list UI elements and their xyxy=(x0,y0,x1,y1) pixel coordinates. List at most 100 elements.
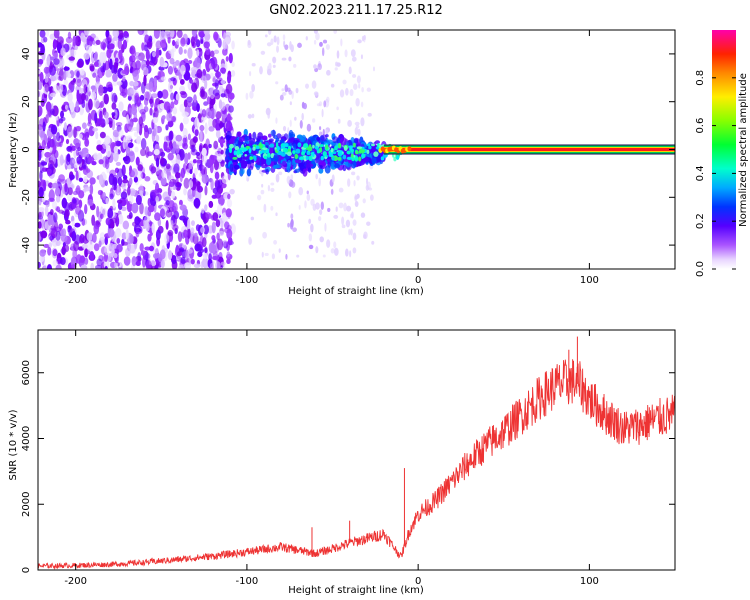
heatmap-cell xyxy=(204,185,208,196)
heatmap-cell xyxy=(234,138,239,146)
heatmap-cell xyxy=(38,149,42,162)
heatmap-cell xyxy=(199,248,205,253)
heatmap-cell xyxy=(190,227,195,235)
heatmap-cell xyxy=(270,205,274,211)
heatmap-cell xyxy=(281,88,285,92)
heatmap-cell xyxy=(296,254,300,258)
heatmap-cell xyxy=(179,199,183,206)
heatmap-cell xyxy=(38,105,43,117)
heatmap-cell xyxy=(152,127,157,137)
heatmap-cell xyxy=(95,39,101,45)
heatmap-cell xyxy=(172,106,178,115)
heatmap-cell xyxy=(349,250,352,258)
heatmap-cell xyxy=(161,169,167,179)
heatmap-cell xyxy=(84,204,88,215)
heatmap-cell xyxy=(93,61,99,67)
heatmap-cell xyxy=(372,66,375,72)
heatmap-cell xyxy=(153,77,158,87)
heatmap-cell xyxy=(126,214,132,219)
heatmap-cell xyxy=(135,194,142,206)
heatmap-cell xyxy=(75,142,81,150)
y-tick-label: 6000 xyxy=(21,360,32,385)
heatmap-cell xyxy=(318,216,322,222)
heatmap-cell xyxy=(65,219,71,225)
heatmap-cell xyxy=(168,81,173,93)
heatmap-cell xyxy=(117,201,123,211)
heatmap-cell xyxy=(209,262,214,269)
heatmap-cell xyxy=(64,244,70,253)
heatmap-cell xyxy=(52,38,57,50)
heatmap-cell xyxy=(140,148,147,157)
heatmap-cell xyxy=(225,83,233,95)
heatmap-cell xyxy=(284,84,288,93)
bottom-x-axis-label: Height of straight line (km) xyxy=(288,585,424,596)
heatmap-cell xyxy=(75,149,79,157)
heatmap-cell xyxy=(313,30,318,34)
heatmap-cell xyxy=(271,153,275,157)
heatmap-cell xyxy=(191,220,195,226)
heatmap-cell xyxy=(132,117,138,123)
heatmap-cell xyxy=(319,144,324,148)
heatmap-cell xyxy=(127,95,132,101)
heatmap-cell xyxy=(87,198,94,207)
heatmap-cell xyxy=(109,121,113,128)
heatmap-cell xyxy=(43,243,50,249)
heatmap-cell xyxy=(189,138,197,148)
heatmap-cell xyxy=(307,167,312,173)
heatmap-cell xyxy=(187,59,193,64)
heatmap-cell xyxy=(74,222,81,228)
heatmap-cell xyxy=(345,219,351,228)
top-y-axis-label: Frequency (Hz) xyxy=(8,112,19,188)
heatmap-cell xyxy=(183,49,187,54)
heatmap-cell xyxy=(39,170,43,182)
heatmap-cell xyxy=(96,144,103,152)
heatmap-cell xyxy=(222,48,228,56)
y-tick-label: 0 xyxy=(21,146,32,152)
heatmap-cell xyxy=(55,240,61,247)
heatmap-cell xyxy=(200,91,208,100)
heatmap-cell xyxy=(158,66,165,71)
heatmap-cell xyxy=(167,36,171,44)
heatmap-cell xyxy=(320,155,325,161)
heatmap-cell xyxy=(38,221,42,229)
heatmap-cell xyxy=(201,109,207,118)
heatmap-cell xyxy=(337,156,342,161)
heatmap-cell xyxy=(214,79,219,90)
heatmap-cell xyxy=(142,66,149,76)
heatmap-cell xyxy=(321,47,325,57)
heatmap-cell xyxy=(149,107,153,116)
heatmap-cell xyxy=(208,200,214,209)
heatmap-cell xyxy=(330,161,336,169)
heatmap-cell xyxy=(165,163,171,170)
heatmap-cell xyxy=(183,99,188,108)
heatmap-cell xyxy=(179,122,184,132)
heatmap-cell xyxy=(47,246,52,256)
heatmap-cell xyxy=(79,68,85,76)
heatmap-cell xyxy=(39,71,44,84)
heatmap-cell xyxy=(125,145,131,157)
heatmap-cell xyxy=(84,30,90,36)
heatmap-cell xyxy=(122,179,129,184)
heatmap-cell xyxy=(232,156,238,160)
heatmap-cell xyxy=(56,131,61,142)
heatmap-cell xyxy=(210,56,218,69)
heatmap-cell xyxy=(229,163,234,172)
heatmap-cell xyxy=(78,177,84,183)
heatmap-cell xyxy=(343,202,347,212)
x-tick-label: 0 xyxy=(415,576,421,587)
heatmap-cell xyxy=(80,264,88,269)
heatmap-cell xyxy=(306,190,309,195)
heatmap-cell xyxy=(122,241,129,246)
heatmap-cell xyxy=(38,69,42,75)
heatmap-cell xyxy=(276,45,279,53)
heatmap-cell xyxy=(81,243,88,250)
heatmap-cell xyxy=(132,221,137,227)
heatmap-cell xyxy=(175,144,180,154)
heatmap-cell xyxy=(128,107,133,115)
heatmap-cell xyxy=(118,129,124,138)
heatmap-cell xyxy=(154,182,160,194)
heatmap-cell xyxy=(188,163,193,170)
heatmap-cell xyxy=(276,145,280,152)
heatmap-cell xyxy=(352,232,357,241)
